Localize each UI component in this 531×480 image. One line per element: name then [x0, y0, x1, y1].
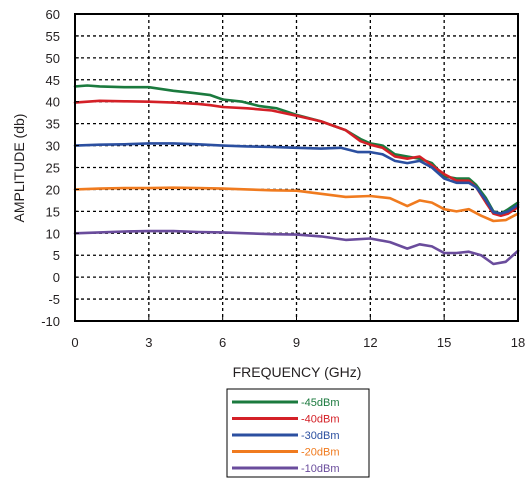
- grid-lines: [75, 14, 518, 321]
- y-tick-label: -10: [41, 314, 60, 329]
- y-tick-label: 60: [46, 7, 60, 22]
- y-tick-label: 20: [46, 182, 60, 197]
- x-tick-label: 15: [437, 335, 451, 350]
- legend-label-0: -45dBm: [301, 397, 340, 409]
- y-tick-label: 55: [46, 29, 60, 44]
- y-tick-label: 50: [46, 51, 60, 66]
- y-tick-label: 5: [53, 248, 60, 263]
- y-tick-label: 0: [53, 270, 60, 285]
- x-tick-label: 12: [363, 335, 377, 350]
- y-tick-label: 10: [46, 226, 60, 241]
- series-line-2: [73, 142, 520, 215]
- x-tick-label: 3: [145, 335, 152, 350]
- y-tick-label: 40: [46, 95, 60, 110]
- x-axis-title: FREQUENCY (GHz): [233, 364, 362, 380]
- y-tick-label: 30: [46, 139, 60, 154]
- x-tick-label: 6: [219, 335, 226, 350]
- legend-label-2: -30dBm: [301, 430, 340, 442]
- legend-label-3: -20dBm: [301, 447, 340, 459]
- series-line-4: [73, 229, 520, 266]
- series-lines: [73, 84, 520, 266]
- series-line-0: [73, 84, 520, 215]
- y-tick-label: 25: [46, 161, 60, 176]
- series-line-3: [73, 186, 520, 223]
- y-tick-label: 35: [46, 117, 60, 132]
- legend-label-1: -40dBm: [301, 414, 340, 426]
- legend: -45dBm -40dBm -30dBm -20dBm -10dBm: [226, 388, 370, 478]
- y-tick-label: 45: [46, 73, 60, 88]
- x-tick-label: 9: [293, 335, 300, 350]
- y-axis-title: AMPLITUDE (db): [11, 114, 27, 223]
- legend-box: [226, 388, 370, 478]
- y-tick-label: -5: [48, 292, 60, 307]
- x-tick-label: 18: [511, 335, 525, 350]
- x-tick-label: 0: [71, 335, 78, 350]
- legend-label-4: -10dBm: [301, 463, 340, 475]
- y-tick-label: 15: [46, 204, 60, 219]
